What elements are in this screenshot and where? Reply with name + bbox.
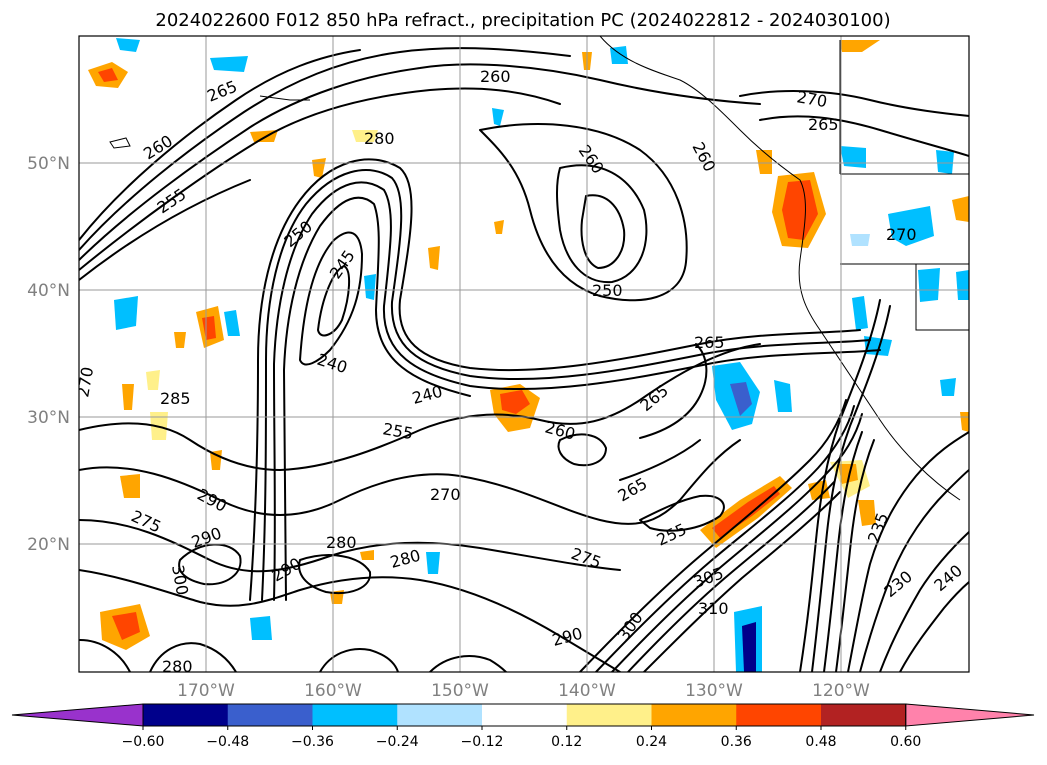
contour-label: 270 (73, 365, 97, 398)
precipitation-shading (88, 38, 969, 672)
gridlines (79, 36, 969, 672)
lat-label-40n: 40°N (27, 281, 70, 301)
colorbar-tick-label: −0.12 (461, 734, 504, 750)
contour-label: 310 (698, 599, 729, 618)
lon-label-120w: 120°W (812, 681, 870, 701)
contour-label: 265 (694, 333, 725, 352)
lat-label-50n: 50°N (27, 154, 70, 174)
colorbar-outline (142, 703, 907, 727)
lat-label-20n: 20°N (27, 535, 70, 555)
colorbar-bin (482, 704, 568, 726)
lon-label-130w: 130°W (685, 681, 743, 701)
contour-label: 260 (480, 67, 511, 86)
colorbar: −0.60 −0.48 −0.36 −0.24 −0.12 0.12 0.24 0.36 0.4… (11, 703, 1035, 750)
colorbar-extend-min (11, 703, 144, 727)
colorbar-tick-label: 0.24 (636, 734, 667, 750)
colorbar-tick-label: 0.12 (551, 734, 582, 750)
lon-label-170w: 170°W (177, 681, 235, 701)
longitude-labels: 170°W 160°W 150°W 140°W 130°W 120°W (177, 681, 870, 701)
colorbar-tick-label: 0.60 (890, 734, 921, 750)
contour-label: 270 (886, 225, 917, 244)
lat-label-30n: 30°N (27, 408, 70, 428)
map-frame (78, 35, 970, 673)
contour-label: 265 (808, 115, 839, 134)
map-panel: 265 260 260 255 280 260 250 245 240 255 … (73, 36, 969, 676)
colorbar-bin (736, 704, 822, 726)
colorbar-bin (651, 704, 737, 726)
map-title: 2024022600 F012 850 hPa refract., precip… (155, 10, 890, 31)
colorbar-bin (143, 704, 229, 726)
colorbar-bin (312, 704, 398, 726)
colorbar-bin (566, 704, 652, 726)
contour-label: 280 (364, 129, 395, 148)
coastlines (109, 36, 969, 501)
colorbar-tick-label: 0.48 (805, 734, 836, 750)
contour-label: 250 (592, 281, 623, 300)
colorbar-bin (821, 704, 907, 726)
latitude-labels: 50°N 40°N 30°N 20°N (27, 154, 70, 555)
colorbar-tick-label: −0.36 (291, 734, 334, 750)
colorbar-extend-max (905, 703, 1035, 727)
refractivity-contours (79, 47, 969, 672)
colorbar-tick-label: −0.24 (376, 734, 419, 750)
contour-label: 280 (162, 657, 193, 676)
lon-label-160w: 160°W (304, 681, 362, 701)
contour-label: 285 (160, 389, 191, 408)
colorbar-bin (397, 704, 483, 726)
colorbar-tick-label: −0.48 (206, 734, 249, 750)
lon-label-150w: 150°W (431, 681, 489, 701)
contour-label: 270 (430, 485, 461, 504)
colorbar-bin (227, 704, 313, 726)
colorbar-tick-label: 0.36 (721, 734, 752, 750)
lon-label-140w: 140°W (558, 681, 616, 701)
colorbar-tick-label: −0.60 (122, 734, 165, 750)
contour-label: 280 (326, 533, 357, 552)
